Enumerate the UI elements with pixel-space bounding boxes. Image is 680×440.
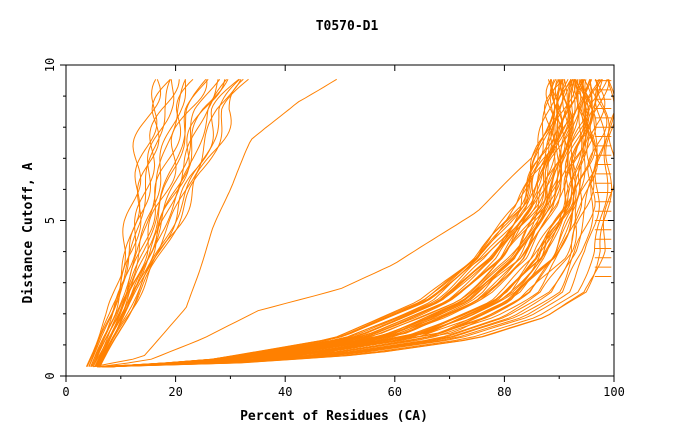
series-line-16 (94, 78, 227, 367)
series-line-70 (103, 79, 590, 368)
series-line-41 (108, 79, 575, 368)
series-line-0 (85, 79, 162, 367)
series-line-15 (92, 79, 229, 367)
series-line-45 (108, 79, 569, 368)
series-line-4 (88, 79, 171, 367)
series-line-22 (98, 79, 569, 368)
series-line-29 (97, 79, 591, 368)
series-line-21 (98, 78, 244, 367)
x-tick-label-80: 80 (497, 385, 511, 399)
series-lines (85, 78, 615, 368)
x-axis-label: Percent of Residues (CA) (240, 409, 428, 424)
series-line-7 (91, 79, 186, 367)
axes: 0 20 40 60 80 100 0 5 10 (43, 58, 625, 399)
series-line-54 (111, 79, 556, 368)
x-tick-label-40: 40 (278, 385, 292, 399)
series-line-19 (96, 78, 240, 367)
series-line-61 (108, 79, 570, 368)
series-line-53 (110, 79, 560, 368)
series-line-55 (107, 79, 560, 368)
series-line-8 (92, 78, 194, 367)
x-tick-label-60: 60 (388, 385, 402, 399)
series-line-71 (103, 79, 586, 368)
series-line-63 (103, 78, 573, 368)
y-axis-label: Distance Cutoff, A (21, 162, 36, 303)
series-line-18 (96, 79, 242, 367)
series-line-6 (94, 79, 187, 367)
series-line-73 (103, 79, 591, 368)
x-tick-label-0: 0 (62, 385, 69, 399)
series-line-72 (107, 79, 593, 368)
x-tick-label-100: 100 (603, 385, 625, 399)
series-line-77 (103, 79, 603, 368)
series-line-48 (110, 79, 564, 368)
series-line-60 (108, 79, 572, 368)
chart-title: T0570-D1 (316, 19, 379, 34)
series-line-59 (112, 79, 576, 368)
series-line-10 (95, 78, 209, 367)
y-tick-label-0: 0 (43, 372, 57, 379)
x-tick-label-20: 20 (168, 385, 182, 399)
series-line-5 (86, 79, 175, 367)
series-line-42 (106, 79, 573, 368)
y-tick-label-5: 5 (43, 217, 57, 224)
series-line-66 (104, 79, 579, 368)
series-line-23 (93, 78, 337, 368)
series-line-3 (90, 79, 180, 367)
series-line-20 (98, 78, 249, 367)
y-tick-label-10: 10 (43, 58, 57, 72)
series-line-75 (104, 79, 608, 368)
series-line-11 (91, 78, 207, 367)
series-line-14 (95, 79, 219, 367)
series-line-62 (110, 79, 579, 368)
